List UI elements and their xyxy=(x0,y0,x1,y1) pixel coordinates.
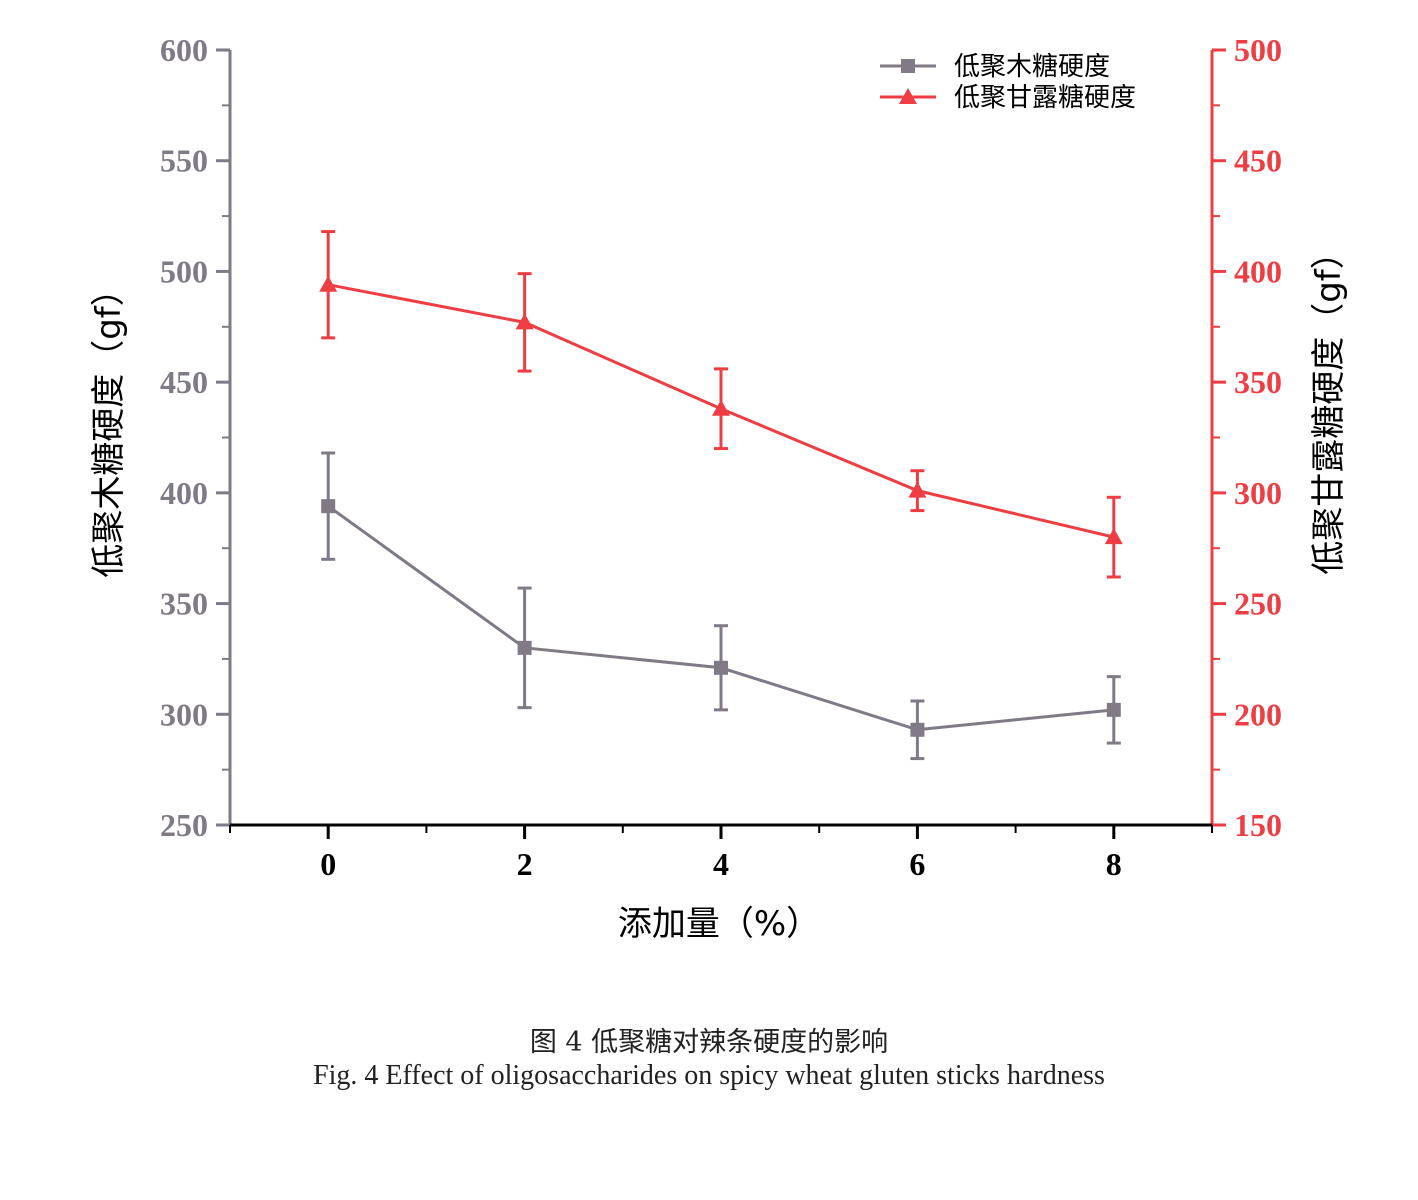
x-axis-tick-label: 8 xyxy=(1106,846,1122,882)
y-axis-left-tick-label: 600 xyxy=(160,32,208,68)
y-axis-right-tick-label: 400 xyxy=(1234,253,1282,289)
axes-group: 250 300 350 400 450 500 550 600 150 200 250 300 350 4… xyxy=(160,32,1282,882)
y-axis-right-label: 低聚甘露糖硬度（gf） xyxy=(1309,235,1349,575)
series-group xyxy=(319,230,1123,761)
data-point xyxy=(517,640,532,655)
data-point xyxy=(1106,702,1121,717)
y-axis-right-tick-label: 300 xyxy=(1234,475,1282,511)
data-point xyxy=(910,722,925,737)
x-axis-tick-label: 4 xyxy=(713,846,729,882)
legend-marker xyxy=(901,59,915,73)
data-point xyxy=(714,660,728,675)
y-axis-left-tick-label: 400 xyxy=(160,475,208,511)
y-axis-left-tick-label: 450 xyxy=(160,364,208,400)
y-axis-right-tick-label: 150 xyxy=(1234,807,1282,843)
legend-marker xyxy=(899,88,917,104)
data-point xyxy=(321,499,336,514)
y-axis-left-tick-label: 250 xyxy=(160,807,208,843)
legend-label: 低聚甘露糖硬度 xyxy=(954,83,1136,113)
y-axis-right-tick-label: 200 xyxy=(1234,696,1282,732)
y-axis-left-tick-label: 500 xyxy=(160,253,208,289)
y-axis-left-tick-label: 550 xyxy=(160,143,208,179)
y-axis-left-label: 低聚木糖硬度（gf） xyxy=(89,272,129,578)
x-axis-tick-label: 2 xyxy=(517,846,533,882)
data-point xyxy=(319,275,338,292)
data-point xyxy=(515,313,534,330)
x-axis-tick-label: 0 xyxy=(320,846,336,882)
data-point xyxy=(1104,528,1123,545)
figure-caption-english: Fig. 4 Effect of oligosaccharides on spi… xyxy=(313,1060,1105,1091)
y-axis-left-tick-label: 350 xyxy=(160,586,208,622)
x-axis-label: 添加量（%） xyxy=(618,904,820,944)
y-axis-right-tick-label: 500 xyxy=(1234,32,1282,68)
y-axis-right-tick-label: 450 xyxy=(1234,143,1282,179)
series-1 xyxy=(321,451,1121,761)
y-axis-right-tick-label: 250 xyxy=(1234,586,1282,622)
data-point xyxy=(908,481,927,498)
dual-axis-line-chart: 250 300 350 400 450 500 550 600 150 200 250 300 350 4… xyxy=(89,32,1349,944)
data-point xyxy=(712,399,730,416)
legend-label: 低聚木糖硬度 xyxy=(954,52,1110,82)
y-axis-right-tick-label: 350 xyxy=(1234,364,1282,400)
x-axis-tick-label: 6 xyxy=(909,846,925,882)
series-2 xyxy=(319,230,1123,579)
y-axis-left-tick-label: 300 xyxy=(160,696,208,732)
figure-caption-chinese: 图 4 低聚糖对辣条硬度的影响 xyxy=(529,1027,889,1058)
